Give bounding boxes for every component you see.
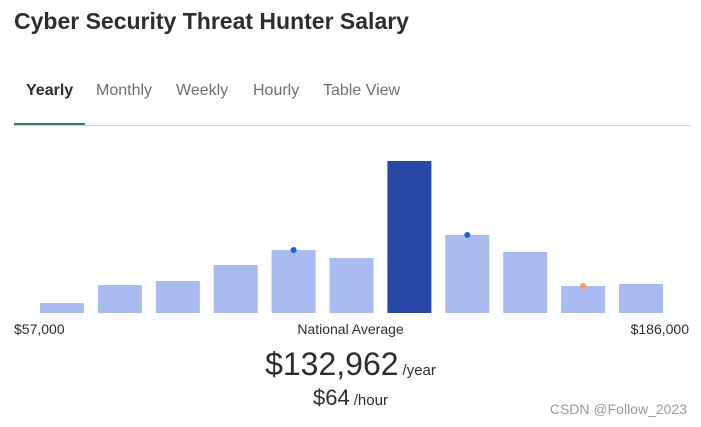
bar-marker-dot: [580, 283, 587, 289]
salary-period-tabs: Yearly Monthly Weekly Hourly Table View: [14, 70, 691, 126]
national-average-label: National Average: [297, 321, 404, 337]
salary-bar: [97, 285, 142, 313]
salary-bar: [445, 235, 490, 313]
yearly-average: $132,962/year: [0, 346, 701, 383]
salary-bar: [40, 303, 84, 313]
tab-table-view[interactable]: Table View: [323, 82, 401, 99]
tabs-divider: [14, 125, 691, 126]
salary-bar: [213, 265, 258, 313]
page-title: Cyber Security Threat Hunter Salary: [14, 8, 409, 34]
salary-bar: [155, 281, 200, 313]
salary-bar-average: [387, 161, 432, 313]
salary-max-label: $186,000: [630, 321, 689, 337]
hourly-average-value: $64: [313, 385, 350, 410]
yearly-unit: /year: [402, 362, 436, 379]
salary-bar: [619, 284, 663, 313]
watermark: CSDN @Follow_2023: [549, 401, 687, 417]
tab-monthly[interactable]: Monthly: [96, 82, 153, 99]
salary-bar: [271, 250, 316, 313]
hourly-average: $64/hour: [0, 385, 701, 411]
yearly-average-value: $132,962: [265, 346, 399, 382]
salary-distribution-chart: [40, 161, 663, 313]
tab-yearly[interactable]: Yearly: [14, 70, 85, 126]
salary-min-label: $57,000: [14, 321, 65, 337]
bar-marker-dot: [290, 247, 297, 253]
salary-bar: [329, 258, 374, 313]
tab-hourly[interactable]: Hourly: [253, 82, 300, 99]
salary-bar: [503, 252, 548, 313]
bar-marker-dot: [464, 232, 471, 238]
tab-weekly[interactable]: Weekly: [176, 82, 229, 99]
salary-bar: [561, 286, 606, 313]
hourly-unit: /hour: [353, 392, 388, 409]
